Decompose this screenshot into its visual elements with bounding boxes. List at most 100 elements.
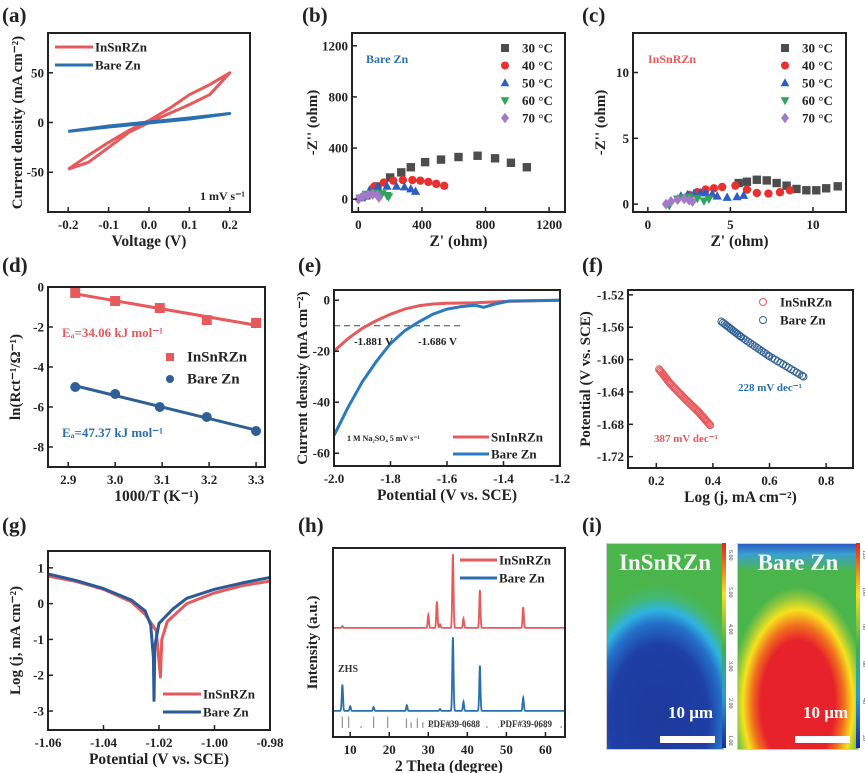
data-point <box>798 371 807 380</box>
y-axis-label: Current density (mA cm⁻²) <box>10 36 26 209</box>
data-point <box>704 419 713 428</box>
panel-label: (g) <box>2 513 27 537</box>
data-point <box>522 163 532 172</box>
heatmap-insnrzn: InSnRZn 10 μm <box>606 543 724 750</box>
y-tick-label: 10 <box>616 65 629 80</box>
data-point <box>110 296 121 306</box>
legend-label: InSnRZn <box>187 350 248 366</box>
y-tick-label: -3 <box>33 704 44 719</box>
y-axis-label: -Z'' (ohm) <box>593 90 609 155</box>
data-point <box>703 418 712 427</box>
data-point <box>251 318 262 328</box>
panel-label: (h) <box>298 513 324 537</box>
plot-frame <box>632 32 847 213</box>
x-tick-label: 2.9 <box>60 472 77 487</box>
x-tick-label: 0 <box>645 217 652 232</box>
legend: InSnRZn Bare Zn <box>460 553 552 586</box>
x-tick-label: 3.3 <box>248 472 265 487</box>
y-axis-label: -Z'' (ohm) <box>305 90 321 155</box>
colorbar-tick-label: 2.00 <box>727 698 733 709</box>
annotation: ZHS <box>338 664 358 675</box>
colorbar-tick-label: 4.00 <box>727 624 733 635</box>
legend-label: 60 °C <box>802 93 833 108</box>
x-tick-label: 60 <box>539 742 552 757</box>
colorbar-tick-label: 3.00 <box>727 661 733 672</box>
y-tick-label: -1.56 <box>597 320 625 335</box>
legend-label: 50 °C <box>802 76 833 91</box>
legend-marker <box>501 44 509 52</box>
chart-panel-h: (h) 10 20 30 40 50 60 2 Theta (degree) Intensity… <box>298 513 566 773</box>
legend-label: 70 °C <box>522 111 553 126</box>
data-point <box>688 196 697 207</box>
x-axis-label: Potential (V vs. SCE) <box>89 751 229 768</box>
y-tick-label: -50 <box>27 165 44 180</box>
y-tick-label: -1.68 <box>597 417 625 432</box>
legend-marker <box>500 78 510 87</box>
plot-frame <box>627 289 854 469</box>
y-axis-label: Potential (V vs. SCE) <box>578 311 594 447</box>
plot-area <box>333 554 565 728</box>
x-tick-label: 3.1 <box>154 472 170 487</box>
series-line-1 <box>334 298 560 437</box>
data-point <box>692 194 703 204</box>
y-tick-label: -1.64 <box>597 384 625 399</box>
data-point <box>424 177 433 187</box>
colorbar-tick-label: 80 <box>861 624 865 630</box>
y-tick-label: 1200 <box>322 38 348 53</box>
x-axis-label: Potential (V vs. SCE) <box>377 487 517 504</box>
data-point <box>722 192 732 201</box>
y-tick-label: -8 <box>33 440 44 455</box>
data-point <box>732 191 742 201</box>
data-point <box>391 181 402 190</box>
data-point <box>833 182 842 191</box>
series-line-1 <box>48 572 270 702</box>
scale-bar-label: 10 μm <box>667 703 713 722</box>
colorbar-tick-label: 120 <box>861 550 865 559</box>
data-point <box>752 188 762 198</box>
plot-area <box>48 572 270 702</box>
legend-label: Bare Zn <box>780 313 826 328</box>
x-tick-label: 10 <box>344 742 357 757</box>
data-point <box>70 382 81 392</box>
legend-label: 40 °C <box>802 58 833 73</box>
legend: InSnRZn Bare Zn <box>166 350 248 388</box>
y-tick-label: -40 <box>313 395 330 410</box>
x-axis-label: 2 Theta (degree) <box>395 758 503 773</box>
legend-label: 30 °C <box>522 41 553 56</box>
annotation: -1.881 V <box>354 336 393 348</box>
y-tick-label: 400 <box>329 141 349 156</box>
legend-label: Bare Zn <box>499 571 545 586</box>
x-tick-label: 3.2 <box>201 472 217 487</box>
data-point <box>154 402 165 412</box>
panel-label: (i) <box>582 513 602 537</box>
plot-area <box>334 298 560 437</box>
legend: InSnRZn Bare Zn <box>55 40 148 73</box>
scale-bar <box>795 736 850 743</box>
annotation: 228 mV dec⁻¹ <box>738 382 802 394</box>
annotation: PDF#39-0689 <box>500 719 552 729</box>
colorbar-tick-label: 60 <box>861 661 865 667</box>
chart-panel-a: (a) -0.2 -0.1 0.0 0.1 0.2 -50 0 50 Voltage (V) Cur… <box>2 3 251 250</box>
data-point <box>406 183 416 193</box>
legend-marker <box>501 112 509 124</box>
annotation: PDF#39-0688 <box>428 719 480 729</box>
plot-area <box>67 71 232 171</box>
data-point <box>454 152 463 162</box>
panel-label: (d) <box>2 253 28 277</box>
legend-marker <box>781 44 789 52</box>
x-tick-label: -0.1 <box>98 217 119 232</box>
data-point <box>410 186 421 195</box>
colorbar-bare-zn <box>856 543 860 748</box>
plot-frame <box>47 550 271 731</box>
x-tick-label: 0.4 <box>705 473 722 488</box>
y-tick-label: 800 <box>329 89 349 104</box>
chart-panel-c: (c) 0 5 10 0 5 10 Z' (ohm) -Z'' (ohm) 30 °C 40 °C 5… <box>582 3 847 250</box>
data-point <box>785 186 795 195</box>
panel-label: (e) <box>298 253 321 277</box>
series-line-0 <box>334 298 560 353</box>
panel-label: (b) <box>302 3 328 27</box>
data-point <box>154 303 165 313</box>
legend-label: InSnRZn <box>95 40 148 55</box>
annotation: 387 mV dec⁻¹ <box>654 433 718 445</box>
data-point <box>812 186 821 195</box>
